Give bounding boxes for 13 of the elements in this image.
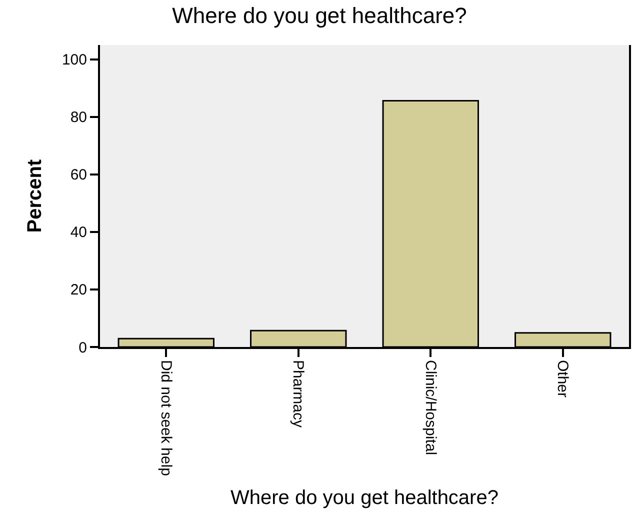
x-tick-label: Did not seek help <box>157 360 174 476</box>
y-tick-label: 0 <box>78 339 87 356</box>
x-tick-label: Pharmacy <box>290 360 307 428</box>
x-tick-label: Other <box>554 360 572 398</box>
x-tick-label: Clinic/Hospital <box>422 360 439 456</box>
y-tick-label: 20 <box>70 282 87 299</box>
y-tick-label: 80 <box>70 109 87 126</box>
y-tick-label: 100 <box>62 52 87 69</box>
y-tick-label: 60 <box>70 166 87 184</box>
chart-title: Where do you get healthcare? <box>172 3 467 28</box>
y-axis-title: Percent <box>24 158 46 233</box>
y-tick-label: 40 <box>70 224 87 242</box>
x-axis-title: Where do you get healthcare? <box>230 486 498 509</box>
